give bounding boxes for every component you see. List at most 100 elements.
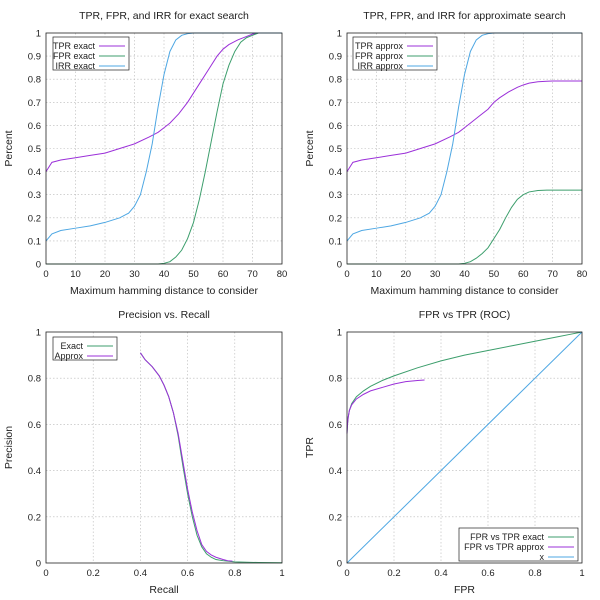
y-tick-label: 1 [337,29,342,40]
x-tick-label: 80 [277,269,288,280]
legend-entry-label: TPR approx [355,41,404,51]
y-tick-label: 0.9 [28,52,41,63]
legend-box [352,36,438,71]
y-tick-label: 0.3 [329,190,342,201]
series-line-exact [139,352,283,564]
x-tick-label: 50 [188,269,199,280]
chart-title: FPR vs TPR (ROC) [419,309,510,321]
legend-box [52,336,118,361]
chart-approx: 0 10 20 30 40 50 60 70 80 0 0.1 0.2 0.3 0.4 0.5 0.6 0.7 0… [304,10,587,297]
y-axis-label: TPR [304,437,316,458]
y-tick-label: 0.7 [329,98,342,109]
chart-title: Precision vs. Recall [118,309,210,321]
x-tick-label: 0.4 [134,568,147,579]
y-tick-label: 0.2 [329,213,342,224]
x-tick-label: 1 [579,568,584,579]
y-tick-label: 0.2 [329,512,342,523]
x-tick-label: 20 [400,269,411,280]
x-tick-label: 0 [43,568,48,579]
legend-entry-label: Approx [54,351,83,361]
legend-entry-label: Exact [60,341,83,351]
y-axis-label: Percent [304,130,316,166]
y-tick-label: 0 [36,260,41,271]
y-tick-label: 0.2 [28,213,41,224]
legend-entry-label: IRR exact [55,61,95,71]
x-tick-label: 60 [518,269,529,280]
x-tick-label: 0.2 [87,568,100,579]
y-axis-label: Precision [3,426,15,469]
chart-title: TPR, FPR, and IRR for approximate search [363,10,566,22]
y-tick-label: 0.8 [329,75,342,86]
x-axis-label: Maximum hamming distance to consider [371,285,559,297]
x-tick-label: 0 [344,568,349,579]
chart-title: TPR, FPR, and IRR for exact search [79,10,249,22]
y-tick-label: 0.3 [28,190,41,201]
y-tick-label: 0.6 [28,420,41,431]
plot-frame [45,32,283,265]
y-tick-label: 0.4 [329,466,342,477]
x-tick-label: 60 [218,269,229,280]
plot-frame [346,32,583,265]
x-tick-label: 20 [100,269,111,280]
y-tick-label: 0.7 [28,98,41,109]
y-tick-label: 0.8 [28,374,41,385]
x-tick-label: 70 [547,269,558,280]
y-tick-label: 0.6 [28,121,41,132]
x-tick-label: 30 [430,269,441,280]
chart-exact: 0 10 20 30 40 50 60 70 80 0 0.1 0.2 0.3 0.4 0.5 0.6 0.7 0… [3,10,287,297]
legend-entry-label: x [540,552,545,562]
x-axis-label: Maximum hamming distance to consider [70,285,258,297]
legend-box [52,36,130,71]
x-tick-label: 50 [489,269,500,280]
y-tick-label: 0.9 [329,52,342,63]
y-tick-label: 1 [36,29,41,40]
y-axis-label: Percent [3,130,15,166]
plot-frame [45,331,283,564]
x-tick-label: 1 [279,568,284,579]
series-line-tpr-exact [45,32,282,172]
x-tick-label: 10 [371,269,382,280]
plot-frame [346,331,583,564]
x-tick-label: 80 [577,269,588,280]
x-tick-label: 0.4 [434,568,447,579]
x-tick-label: 70 [247,269,258,280]
y-tick-label: 0 [337,260,342,271]
x-tick-label: 0 [43,269,48,280]
y-tick-label: 0.8 [329,374,342,385]
x-tick-label: 0.8 [228,568,241,579]
series-line-x [346,331,583,564]
y-tick-label: 0.4 [329,167,342,178]
legend-entry-label: TPR exact [53,41,96,51]
legend-entry-label: FPR vs TPR approx [464,542,544,552]
y-tick-label: 0.1 [329,236,342,247]
y-tick-label: 0 [337,559,342,570]
legend-entry-label: FPR exact [53,51,96,61]
y-tick-label: 0.4 [28,466,41,477]
legend-entry-label: FPR vs TPR exact [470,532,544,542]
y-tick-label: 0.5 [28,144,41,155]
x-tick-label: 40 [159,269,170,280]
x-tick-label: 0.6 [181,568,194,579]
legend-entry-label: FPR approx [355,51,404,61]
x-tick-label: 40 [459,269,470,280]
y-tick-label: 0.4 [28,167,41,178]
y-tick-label: 0.6 [329,420,342,431]
x-axis-label: Recall [149,584,178,596]
y-tick-label: 0.6 [329,121,342,132]
legend-box [458,527,579,562]
x-axis-label: FPR [454,584,475,596]
x-tick-label: 30 [129,269,140,280]
legend-entry-label: IRR approx [357,61,403,71]
series-line-fpr-vs-tpr-approx [346,379,425,434]
y-tick-label: 1 [36,328,41,339]
y-tick-label: 0.1 [28,236,41,247]
y-tick-label: 0.8 [28,75,41,86]
x-tick-label: 0.6 [481,568,494,579]
